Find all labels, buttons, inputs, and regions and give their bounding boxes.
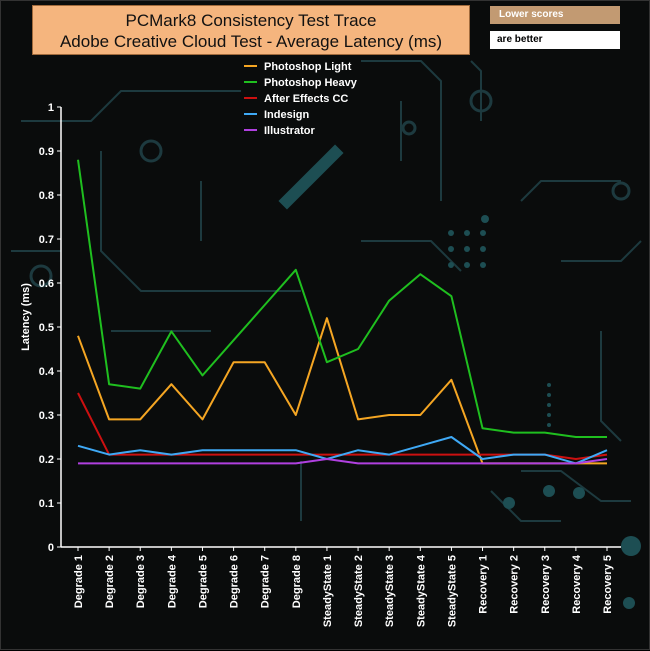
legend-label: Illustrator bbox=[264, 125, 315, 137]
y-tick-label: 0.2 bbox=[39, 454, 54, 466]
y-tick-label: 0.6 bbox=[39, 278, 54, 290]
x-tick-label: Degrade 8 bbox=[291, 555, 303, 608]
chart-legend: Photoshop Light Photoshop Heavy After Eff… bbox=[244, 61, 358, 137]
legend-label: After Effects CC bbox=[264, 93, 348, 105]
y-tick-label: 1 bbox=[48, 102, 54, 114]
series-line-2 bbox=[78, 393, 607, 459]
y-tick-label: 0.1 bbox=[39, 498, 54, 510]
y-tick-label: 0.7 bbox=[39, 234, 54, 246]
x-tick-label: Degrade 1 bbox=[73, 555, 85, 608]
y-tick-label: 0.8 bbox=[39, 190, 54, 202]
x-tick-label: Recovery 5 bbox=[602, 555, 614, 614]
x-tick-label: Degrade 2 bbox=[104, 555, 116, 608]
x-tick-label: Degrade 5 bbox=[197, 555, 209, 608]
x-tick-label: Recovery 4 bbox=[571, 554, 583, 614]
y-tick-label: 0.3 bbox=[39, 410, 54, 422]
y-tick-label: 0.9 bbox=[39, 146, 54, 158]
x-tick-label: SteadyState 2 bbox=[353, 555, 365, 627]
y-tick-label: 0 bbox=[48, 542, 54, 554]
x-tick-label: SteadyState 5 bbox=[446, 555, 458, 627]
x-tick-label: SteadyState 3 bbox=[384, 555, 396, 627]
x-tick-label: Recovery 1 bbox=[478, 555, 490, 614]
y-tick-label: 0.4 bbox=[39, 366, 55, 378]
x-tick-label: SteadyState 4 bbox=[415, 554, 427, 627]
x-tick-label: Recovery 3 bbox=[540, 555, 552, 614]
y-tick-label: 0.5 bbox=[39, 322, 54, 334]
series-line-0 bbox=[78, 318, 607, 463]
y-axis-title: Latency (ms) bbox=[20, 283, 32, 351]
legend-label: Indesign bbox=[264, 109, 310, 121]
legend-label: Photoshop Heavy bbox=[264, 77, 358, 89]
x-tick-label: Degrade 6 bbox=[229, 555, 241, 608]
x-tick-label: Degrade 3 bbox=[135, 555, 147, 608]
x-tick-label: SteadyState 1 bbox=[322, 555, 334, 627]
chart-axes: 0 0.1 0.2 0.3 0.4 0.5 0.6 0.7 0.8 0.9 1 Degrade 1 De… bbox=[20, 102, 621, 627]
series-line-4 bbox=[78, 459, 607, 463]
chart-series-lines bbox=[78, 160, 607, 464]
x-tick-label: Degrade 4 bbox=[166, 554, 178, 608]
x-tick-label: Degrade 7 bbox=[260, 555, 272, 608]
series-line-3 bbox=[78, 437, 607, 463]
legend-label: Photoshop Light bbox=[264, 61, 352, 73]
x-tick-label: Recovery 2 bbox=[509, 555, 521, 614]
series-line-1 bbox=[78, 160, 607, 437]
